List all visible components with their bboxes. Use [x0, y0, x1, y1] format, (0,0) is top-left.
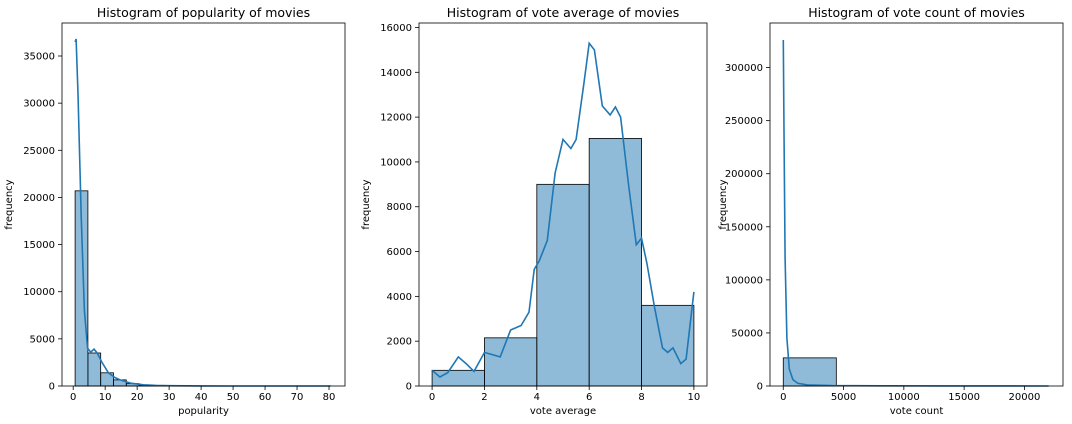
- kde-line: [431, 41, 695, 378]
- y-tick-label: 25000: [23, 146, 55, 157]
- x-tick-label: 8: [638, 392, 644, 403]
- y-tick-label: 150000: [725, 222, 763, 233]
- chart-title: Histogram of vote count of movies: [808, 5, 1025, 20]
- plot-frame: [769, 22, 1064, 387]
- x-tick-label: 0: [429, 392, 435, 403]
- x-tick-label: 0: [780, 392, 786, 403]
- x-tick-label: 5000: [831, 392, 856, 403]
- x-tick-label: 4: [534, 392, 540, 403]
- y-tick-label: 5000: [30, 334, 55, 345]
- x-axis-label: vote average: [530, 406, 596, 417]
- histogram-bar-2: [484, 337, 538, 387]
- y-axis-label: frequency: [361, 179, 372, 229]
- y-axis-label: frequency: [4, 179, 15, 229]
- chart-title: Histogram of vote average of movies: [447, 5, 680, 20]
- x-tick-label: 80: [323, 392, 336, 403]
- y-tick-label: 300000: [725, 63, 763, 74]
- histogram-bar-3: [536, 183, 590, 387]
- y-tick-label: 100000: [725, 275, 763, 286]
- chart-title: Histogram of popularity of movies: [97, 5, 310, 20]
- x-axis-label: popularity: [178, 406, 229, 417]
- y-tick-label: 10000: [380, 157, 412, 168]
- y-tick-label: 20000: [23, 193, 55, 204]
- y-tick-label: 14000: [380, 68, 412, 79]
- y-tick-label: 10000: [23, 287, 55, 298]
- chart-panel-1: Histogram of popularity of movies 0 10 20 30…: [4, 5, 346, 417]
- x-tick-label: 6: [586, 392, 592, 403]
- x-tick-label: 20: [131, 392, 144, 403]
- y-tick-label: 30000: [23, 99, 55, 110]
- chart-panel-3: Histogram of vote count of movies 0 5000 10…: [718, 5, 1064, 417]
- y-tick-label: 0: [406, 382, 412, 393]
- histogram-bar-4: [588, 137, 642, 387]
- x-tick-label: 30: [163, 392, 176, 403]
- x-tick-label: 20000: [1009, 392, 1041, 403]
- y-tick-label: 35000: [23, 52, 55, 63]
- y-tick-label: 50000: [731, 328, 763, 339]
- histogram-bar-5: [641, 304, 695, 387]
- y-tick-label: 8000: [387, 202, 412, 213]
- x-tick-label: 50: [227, 392, 240, 403]
- x-tick-label: 10: [99, 392, 112, 403]
- histogram-bar-1: [431, 369, 485, 387]
- x-tick-label: 0: [70, 392, 76, 403]
- x-tick-label: 40: [195, 392, 208, 403]
- y-tick-label: 6000: [387, 247, 412, 258]
- x-tick-label: 10: [688, 392, 701, 403]
- kde-line: [74, 38, 331, 387]
- y-tick-label: 200000: [725, 169, 763, 180]
- plot-frame: [61, 22, 346, 387]
- histogram-bar-2: [87, 352, 102, 387]
- x-axis-label: vote count: [890, 406, 944, 417]
- chart-panel-2: Histogram of vote average of movies 0 2 4 6 8…: [361, 5, 708, 417]
- y-tick-label: 0: [757, 382, 763, 393]
- y-tick-label: 16000: [380, 23, 412, 34]
- x-tick-label: 15000: [948, 392, 980, 403]
- x-tick-label: 2: [481, 392, 487, 403]
- y-tick-label: 12000: [380, 113, 412, 124]
- y-tick-label: 4000: [387, 292, 412, 303]
- y-tick-label: 15000: [23, 240, 55, 251]
- kde-line: [782, 39, 1049, 387]
- y-tick-label: 2000: [387, 337, 412, 348]
- y-axis-label: frequency: [718, 179, 729, 229]
- plot-frame: [418, 22, 708, 387]
- x-tick-label: 10000: [888, 392, 920, 403]
- histogram-bar-1: [782, 357, 837, 387]
- x-tick-label: 70: [291, 392, 304, 403]
- x-tick-label: 60: [259, 392, 272, 403]
- y-tick-label: 0: [49, 382, 55, 393]
- y-tick-label: 250000: [725, 116, 763, 127]
